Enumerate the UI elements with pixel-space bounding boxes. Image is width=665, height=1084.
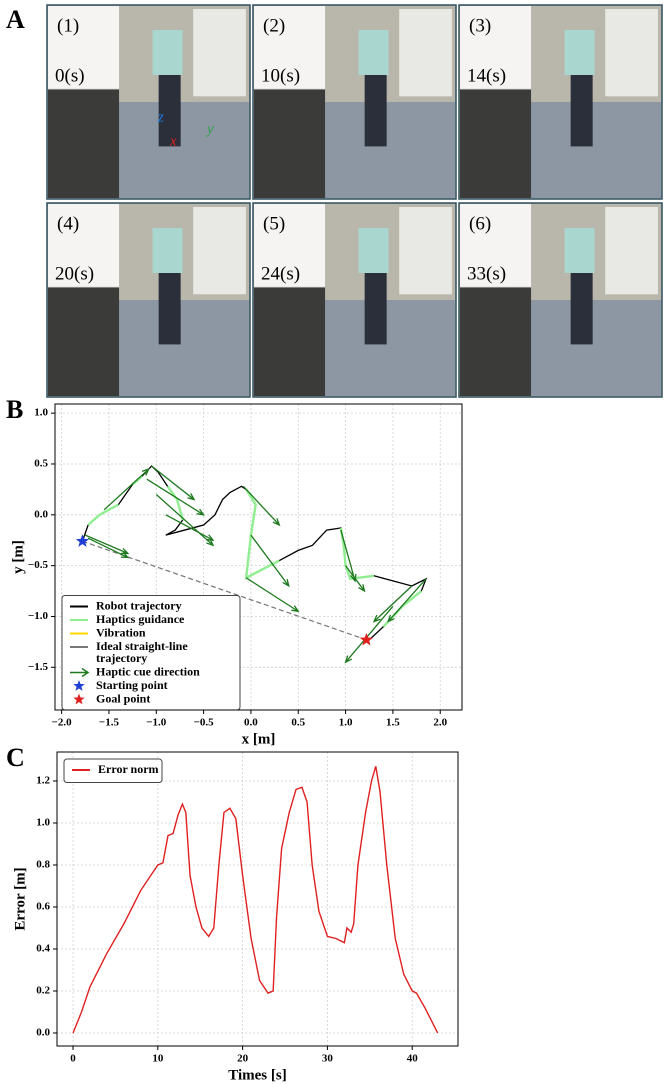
x-axis-label: Times [s] <box>228 1067 286 1083</box>
photo-board <box>193 9 246 96</box>
photo: (4) 20(s) <box>47 203 250 397</box>
photo-time: 24(s) <box>261 263 300 284</box>
y-tick-label: 1.0 <box>36 817 50 829</box>
x-tick-label: 20 <box>237 1053 249 1065</box>
photo-board <box>399 9 452 96</box>
x-tick-label: 2.0 <box>433 717 447 729</box>
photo-board <box>399 207 452 294</box>
shirt <box>153 30 183 75</box>
photo-viz <box>254 88 325 198</box>
photo: (1) 0(s) <box>47 5 250 199</box>
shirt <box>153 228 183 273</box>
legend-label: Robot trajectory <box>96 598 182 612</box>
legend-label: Vibration <box>96 625 146 639</box>
legend-label: Starting point <box>96 678 168 692</box>
y-tick-label: 0.2 <box>36 985 50 997</box>
panel-label: B <box>6 395 23 424</box>
photo-viz <box>48 88 119 198</box>
y-axis-label: y [m] <box>10 540 26 574</box>
x-tick-label: 10 <box>152 1053 164 1065</box>
legend-label: Goal point <box>96 691 150 705</box>
shirt <box>565 30 595 75</box>
x-tick-label: 1.5 <box>386 717 400 729</box>
y-tick-label: −1.5 <box>28 661 49 673</box>
y-tick-label: 0.0 <box>34 508 48 520</box>
x-tick-label: 30 <box>322 1053 334 1065</box>
photo-board <box>605 207 658 294</box>
photo-viz <box>48 286 119 396</box>
photo-index: (6) <box>469 213 491 234</box>
photo-index: (4) <box>57 213 79 234</box>
x-tick-label: 0.5 <box>291 717 305 729</box>
photo-time: 14(s) <box>467 65 506 86</box>
photo: (6) 33(s) <box>459 203 662 397</box>
y-tick-label: −1.0 <box>28 610 49 622</box>
photo: (3) 14(s) <box>459 5 662 199</box>
x-tick-label: −2.0 <box>52 717 73 729</box>
photo-index: (3) <box>469 15 491 36</box>
x-tick-label: 40 <box>407 1053 419 1065</box>
y-tick-label: 0.0 <box>36 1027 50 1039</box>
y-axis-label: Error [m] <box>12 867 28 930</box>
photo-time: 0(s) <box>55 65 85 86</box>
photo-axis-label: z <box>157 109 164 125</box>
y-tick-label: 0.8 <box>36 859 50 871</box>
legend-label: Haptics guidance <box>96 612 185 626</box>
legend-label: Haptic cue direction <box>96 664 200 678</box>
photo: (2) 10(s) <box>253 5 456 199</box>
plot-area <box>57 752 458 1046</box>
photo-viz <box>254 286 325 396</box>
photo-axis-label: y <box>205 121 214 137</box>
shirt <box>359 228 389 273</box>
photo-axis-label: x <box>169 133 177 149</box>
photo-board <box>193 207 246 294</box>
x-tick-label: 1.0 <box>339 717 353 729</box>
photo-index: (5) <box>263 213 285 234</box>
y-tick-label: 1.2 <box>36 775 50 787</box>
photo-time: 33(s) <box>467 263 506 284</box>
x-axis-label: x [m] <box>242 731 276 747</box>
x-tick-label: 0 <box>70 1053 76 1065</box>
x-tick-label: 0.0 <box>244 717 258 729</box>
photo-index: (2) <box>263 15 285 36</box>
shirt <box>565 228 595 273</box>
photo-time: 20(s) <box>55 263 94 284</box>
photo-board <box>605 9 658 96</box>
x-tick-label: −0.5 <box>194 717 215 729</box>
y-tick-label: 0.5 <box>34 458 48 470</box>
shirt <box>359 30 389 75</box>
figure: A B C (1) 0(s) (2) 10(s) (3) 14(s) (4) 20(s) (5) 24(… <box>0 0 665 1084</box>
x-tick-label: −1.0 <box>146 717 167 729</box>
legend-label: Error norm <box>98 762 159 776</box>
panel-label: C <box>6 743 25 772</box>
photo-time: 10(s) <box>261 65 300 86</box>
x-tick-label: −1.5 <box>99 717 120 729</box>
y-tick-label: 1.0 <box>34 407 48 419</box>
photo-viz <box>460 88 531 198</box>
y-tick-label: 0.6 <box>36 901 50 913</box>
photo-index: (1) <box>57 15 79 36</box>
panel-label: A <box>6 5 25 34</box>
photo: (5) 24(s) <box>253 203 456 397</box>
y-tick-label: 0.4 <box>36 943 50 955</box>
photo-viz <box>460 286 531 396</box>
y-tick-label: −0.5 <box>28 559 49 571</box>
